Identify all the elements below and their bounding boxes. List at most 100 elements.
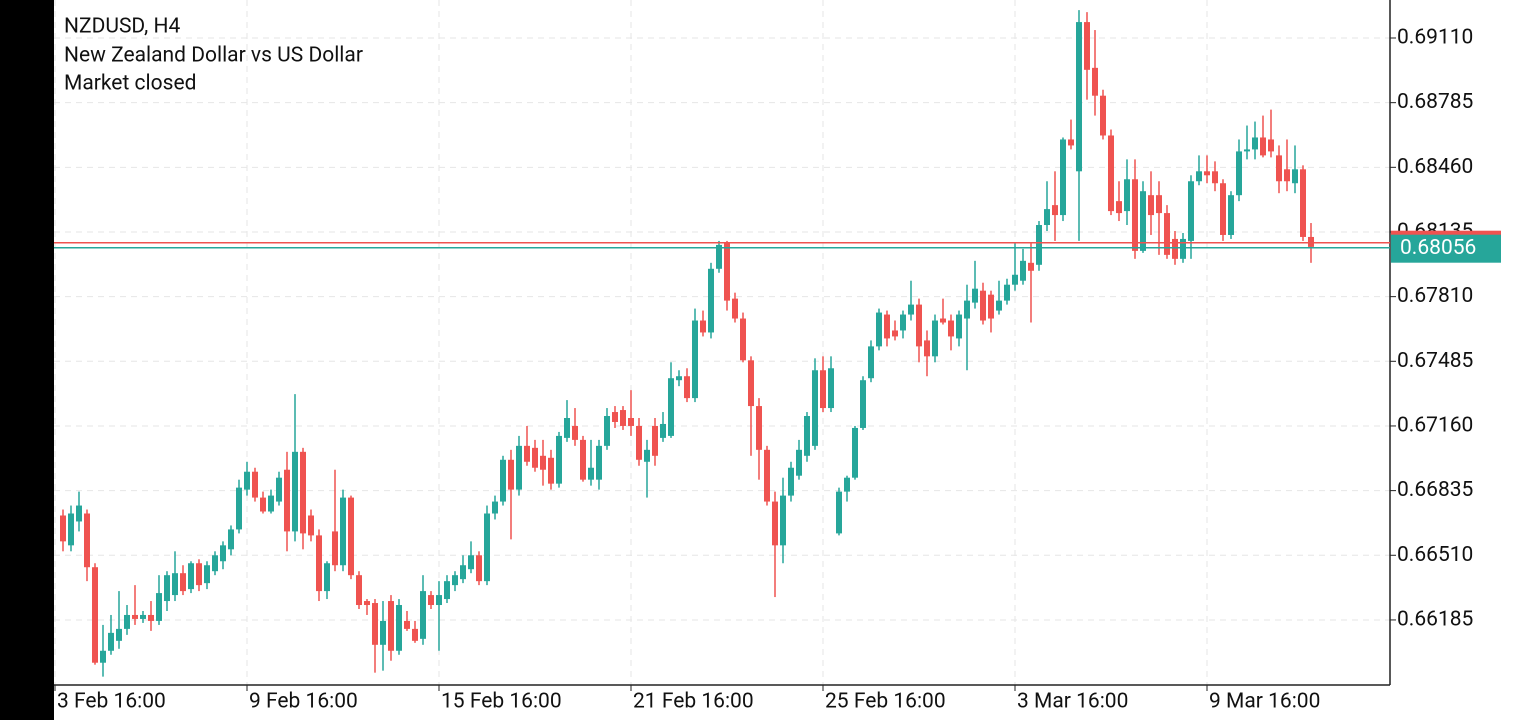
candle-body — [820, 370, 826, 409]
candle-body — [708, 268, 714, 333]
x-tick-label: 9 Feb 16:00 — [249, 690, 358, 714]
candle-body — [148, 614, 154, 621]
candle-body — [924, 340, 930, 357]
candle-body — [188, 563, 194, 590]
candle-body — [1164, 213, 1170, 255]
candle-body — [1012, 274, 1018, 285]
candle-body — [420, 591, 426, 639]
candle-body — [1116, 201, 1122, 214]
candle-body — [700, 320, 706, 333]
candle-body — [852, 427, 858, 478]
candle-body — [580, 439, 586, 480]
candle-body — [900, 314, 906, 331]
candle-body — [268, 495, 274, 512]
x-tick-label: 3 Mar 16:00 — [1017, 690, 1128, 714]
candle-body — [348, 497, 354, 576]
candle-body — [724, 242, 730, 301]
candle-body — [172, 573, 178, 596]
candle-body — [468, 555, 474, 570]
candle-body — [636, 425, 642, 460]
candle-body — [596, 445, 602, 480]
axes: 0.691100.687850.684600.681350.678100.674… — [54, 26, 1501, 714]
candle-body — [948, 320, 954, 337]
y-tick-label: 0.66835 — [1397, 478, 1473, 502]
candle-body — [940, 318, 946, 323]
candle-body — [972, 288, 978, 303]
x-tick-label: 25 Feb 16:00 — [825, 690, 946, 714]
candle-body — [1108, 135, 1114, 212]
candle-body — [572, 425, 578, 440]
candle-body — [1132, 179, 1138, 251]
candle-body — [1300, 169, 1306, 237]
y-tick-label: 0.66510 — [1397, 543, 1473, 567]
candle-body — [132, 614, 138, 619]
candle-body — [1156, 195, 1162, 214]
candle-body — [620, 410, 626, 426]
candle-body — [532, 447, 538, 468]
candle-body — [260, 497, 266, 512]
candle-body — [404, 620, 410, 629]
candle-body — [668, 378, 674, 436]
candle-body — [388, 601, 394, 651]
candle-body — [116, 628, 122, 641]
candle-body — [772, 501, 778, 546]
candle-body — [908, 304, 914, 315]
candle-body — [92, 567, 98, 663]
candle-body — [276, 477, 282, 502]
price-label-box — [1391, 234, 1501, 263]
candle-body — [916, 304, 922, 347]
candle-body — [156, 593, 162, 621]
candle-body — [1124, 179, 1130, 212]
candle-body — [1100, 95, 1106, 136]
candle-body — [412, 628, 418, 641]
y-tick-label: 0.68785 — [1397, 90, 1473, 114]
candle-body — [540, 455, 546, 470]
candle-body — [1044, 209, 1050, 226]
candle-body — [108, 632, 114, 651]
candle-body — [124, 614, 130, 629]
candle-body — [236, 487, 242, 530]
grid — [54, 0, 1390, 685]
candle-body — [1292, 169, 1298, 184]
candle-body — [244, 471, 250, 490]
candle-body — [380, 620, 386, 645]
candle-body — [180, 573, 186, 592]
candle-body — [868, 346, 874, 379]
candle-body — [1268, 139, 1274, 152]
candle-body — [1188, 181, 1194, 241]
candle-body — [1252, 137, 1258, 150]
candle-body — [324, 563, 330, 592]
candle-body — [556, 435, 562, 484]
candle-body — [484, 513, 490, 582]
candle-body — [1028, 262, 1034, 271]
x-tick-label: 15 Feb 16:00 — [441, 690, 562, 714]
candle-body — [1020, 260, 1026, 281]
y-tick-label: 0.66185 — [1397, 607, 1473, 631]
candle-body — [876, 312, 882, 347]
candle-body — [1052, 205, 1058, 216]
candle-body — [732, 298, 738, 319]
candle-body — [396, 605, 402, 651]
x-tick-label: 21 Feb 16:00 — [633, 690, 754, 714]
candle-body — [524, 445, 530, 462]
candle-body — [340, 497, 346, 566]
candle-body — [716, 244, 722, 269]
candle-body — [60, 515, 66, 542]
candle-body — [212, 555, 218, 572]
candle-body — [316, 535, 322, 592]
symbol-title: NZDUSD, H4 — [64, 15, 180, 39]
candle-body — [364, 601, 370, 606]
candle-body — [1036, 225, 1042, 265]
candle-body — [788, 467, 794, 496]
candle-body — [1060, 139, 1066, 216]
candle-body — [1284, 169, 1290, 182]
candle-body — [1236, 151, 1242, 196]
candle-body — [980, 290, 986, 321]
candle-body — [1076, 22, 1082, 172]
candle-body — [756, 406, 762, 450]
candle-body — [356, 575, 362, 606]
candle-body — [1308, 236, 1314, 247]
candle-body — [292, 451, 298, 532]
candle-body — [1276, 155, 1282, 182]
